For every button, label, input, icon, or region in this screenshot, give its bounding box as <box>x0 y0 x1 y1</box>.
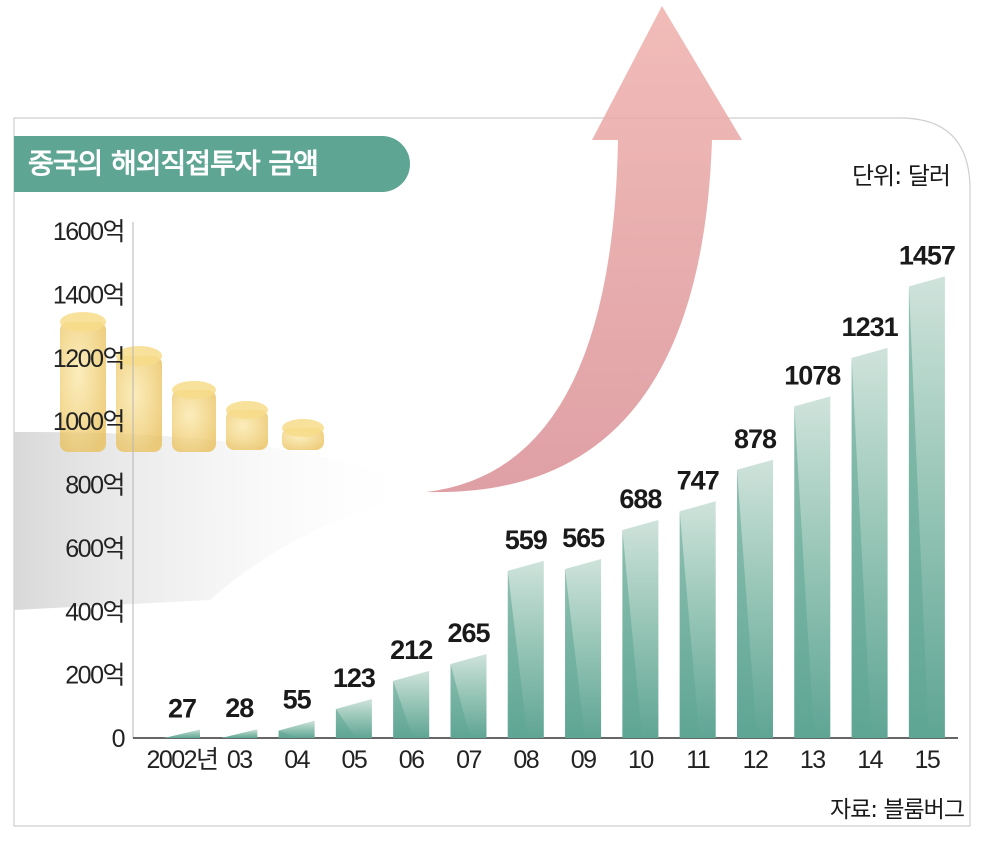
bar-facet <box>507 570 528 738</box>
bar-value-label: 265 <box>447 618 490 648</box>
source-label: 자료: 블룸버그 <box>829 797 965 823</box>
bar-value-label: 27 <box>168 693 196 723</box>
bar-facet <box>565 568 585 738</box>
x-tick-label: 09 <box>571 746 596 774</box>
y-tick-label: 1600억 <box>53 218 124 246</box>
bar-facet <box>679 511 700 738</box>
bar-value-label: 1457 <box>899 240 955 270</box>
bar-value-label: 55 <box>283 685 312 715</box>
x-tick-label: 2002년 <box>146 746 217 774</box>
bar <box>221 729 258 738</box>
y-tick-label: 600억 <box>65 535 124 563</box>
x-tick-label: 10 <box>628 746 653 774</box>
bar-facet <box>622 529 643 738</box>
bar-value-label: 28 <box>225 693 254 723</box>
coin-stack-4 <box>226 401 268 450</box>
y-tick-label: 400억 <box>65 598 124 626</box>
bar-facet <box>851 357 872 738</box>
bar-value-label: 559 <box>505 525 548 555</box>
bar <box>278 720 315 738</box>
coin-stacks <box>60 312 324 452</box>
x-tick-label: 14 <box>857 746 883 774</box>
y-tick-label: 200억 <box>65 662 124 690</box>
x-ticks: 2002년 03 04 05 06 07 08 09 10 11 12 13 14 15 <box>146 746 941 774</box>
bars <box>164 276 945 738</box>
x-tick-label: 15 <box>914 746 939 774</box>
x-tick-label: 07 <box>456 746 481 774</box>
bar-facet <box>737 469 757 738</box>
x-tick-label: 05 <box>341 746 366 774</box>
bar-value-label: 123 <box>333 663 376 693</box>
y-tick-label: 800억 <box>65 472 124 500</box>
x-tick-label: 04 <box>284 746 310 774</box>
x-tick-label: 03 <box>227 746 252 774</box>
bar-facet <box>794 406 815 738</box>
y-tick-label: 1000억 <box>53 408 124 436</box>
y-tick-label: 1200억 <box>53 345 124 373</box>
x-tick-label: 12 <box>743 746 768 774</box>
shadow-swoosh <box>14 431 430 610</box>
coin-stack-5 <box>282 419 324 450</box>
bar-value-label: 747 <box>677 465 719 495</box>
bar-value-label: 1231 <box>842 312 899 342</box>
bar-facet <box>393 680 413 738</box>
x-tick-label: 11 <box>686 746 710 774</box>
coin-stack-1 <box>60 312 106 452</box>
bar-value-label: 688 <box>619 484 662 514</box>
y-tick-label: 1400억 <box>53 281 124 309</box>
x-tick-label: 06 <box>399 746 424 774</box>
bar-value-label: 212 <box>390 635 432 665</box>
rising-arrow <box>426 6 742 493</box>
bar-value-label: 1078 <box>784 360 841 390</box>
unit-label: 단위: 달러 <box>851 162 951 190</box>
chart-title: 중국의 해외직접투자 금액 <box>14 136 410 192</box>
x-tick-label: 08 <box>513 746 538 774</box>
bar-facet <box>450 664 471 738</box>
coin-stack-3 <box>172 381 216 452</box>
coin-stack-2 <box>116 346 162 452</box>
y-ticks: 0 200억 400억 600억 800억 1000억 1200억 1400억 1600억 <box>53 218 126 753</box>
bar <box>164 729 200 738</box>
bar-value-label: 565 <box>562 523 605 553</box>
bar-facet <box>908 286 929 738</box>
x-tick-label: 13 <box>800 746 825 774</box>
y-tick-label: 0 <box>112 725 125 753</box>
bar-facet <box>335 709 356 738</box>
bar-value-label: 878 <box>734 424 777 454</box>
bar-facet <box>278 730 299 738</box>
